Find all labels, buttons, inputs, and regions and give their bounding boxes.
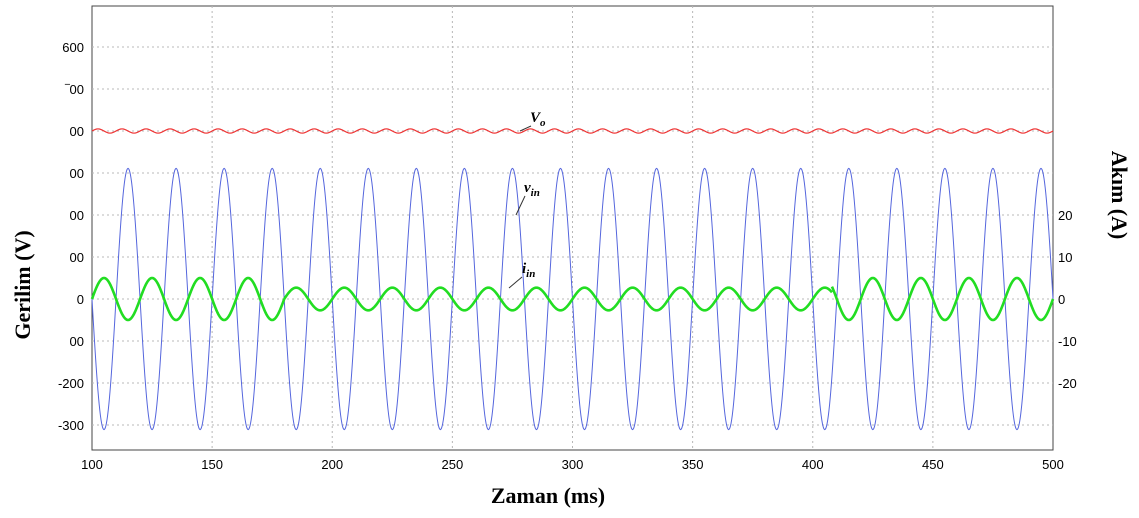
annotation-leader-iin: [508, 276, 523, 289]
y-axis-title-left: Gerilim (V): [10, 230, 35, 339]
series-line-iin: [90, 276, 286, 322]
series-line-iin: [283, 286, 833, 312]
y-tick-label-left: 00: [70, 166, 84, 181]
y-tick-label-right: 20: [1058, 208, 1072, 223]
series-line-iin: [830, 276, 1055, 322]
annotation-label-vin: vin: [524, 180, 540, 199]
annotation-label-main: v: [524, 180, 531, 196]
y-tick-label-left: ‾00: [64, 82, 84, 97]
series-line-vo: [91, 128, 1054, 134]
y-tick-label-left: 00: [70, 124, 84, 139]
x-tick-label: 350: [682, 457, 704, 472]
x-tick-label: 500: [1042, 457, 1064, 472]
y-tick-label-right: 0: [1058, 292, 1065, 307]
y-tick-label-left: -200: [58, 376, 84, 391]
x-axis-title: Zaman (ms): [491, 483, 605, 508]
y-tick-label-left: 00: [70, 334, 84, 349]
annotation-leader-vin: [515, 195, 526, 216]
y-tick-label-left: 0: [77, 292, 84, 307]
annotation-label-iin: iin: [522, 261, 535, 280]
x-tick-label: 400: [802, 457, 824, 472]
y-tick-label-left: 00: [70, 208, 84, 223]
y-tick-label-left: -300: [58, 418, 84, 433]
annotation-label-vo: Vo: [530, 110, 546, 129]
annotation-label-subscript: o: [540, 117, 546, 129]
x-tick-label: 300: [562, 457, 584, 472]
annotation-label-subscript: in: [526, 268, 535, 280]
y-tick-label-left: 600: [62, 40, 84, 55]
y-axis-title-right: Akım (A): [1107, 151, 1132, 240]
y-tick-label-right: 10: [1058, 250, 1072, 265]
x-tick-label: 150: [201, 457, 223, 472]
x-tick-label: 100: [81, 457, 103, 472]
annotation-label-subscript: in: [531, 187, 540, 199]
y-tick-label-left: 00: [70, 250, 84, 265]
y-tick-label-right: -10: [1058, 334, 1077, 349]
annotation-label-main: i: [522, 261, 527, 277]
grid: [92, 6, 1053, 450]
y-tick-label-right: -20: [1058, 376, 1077, 391]
x-tick-label: 250: [442, 457, 464, 472]
x-tick-label: 200: [321, 457, 343, 472]
x-tick-label: 450: [922, 457, 944, 472]
series-group: [90, 128, 1055, 431]
annotation-leader-vo: [519, 125, 532, 132]
annotation-label-main: V: [530, 110, 542, 126]
